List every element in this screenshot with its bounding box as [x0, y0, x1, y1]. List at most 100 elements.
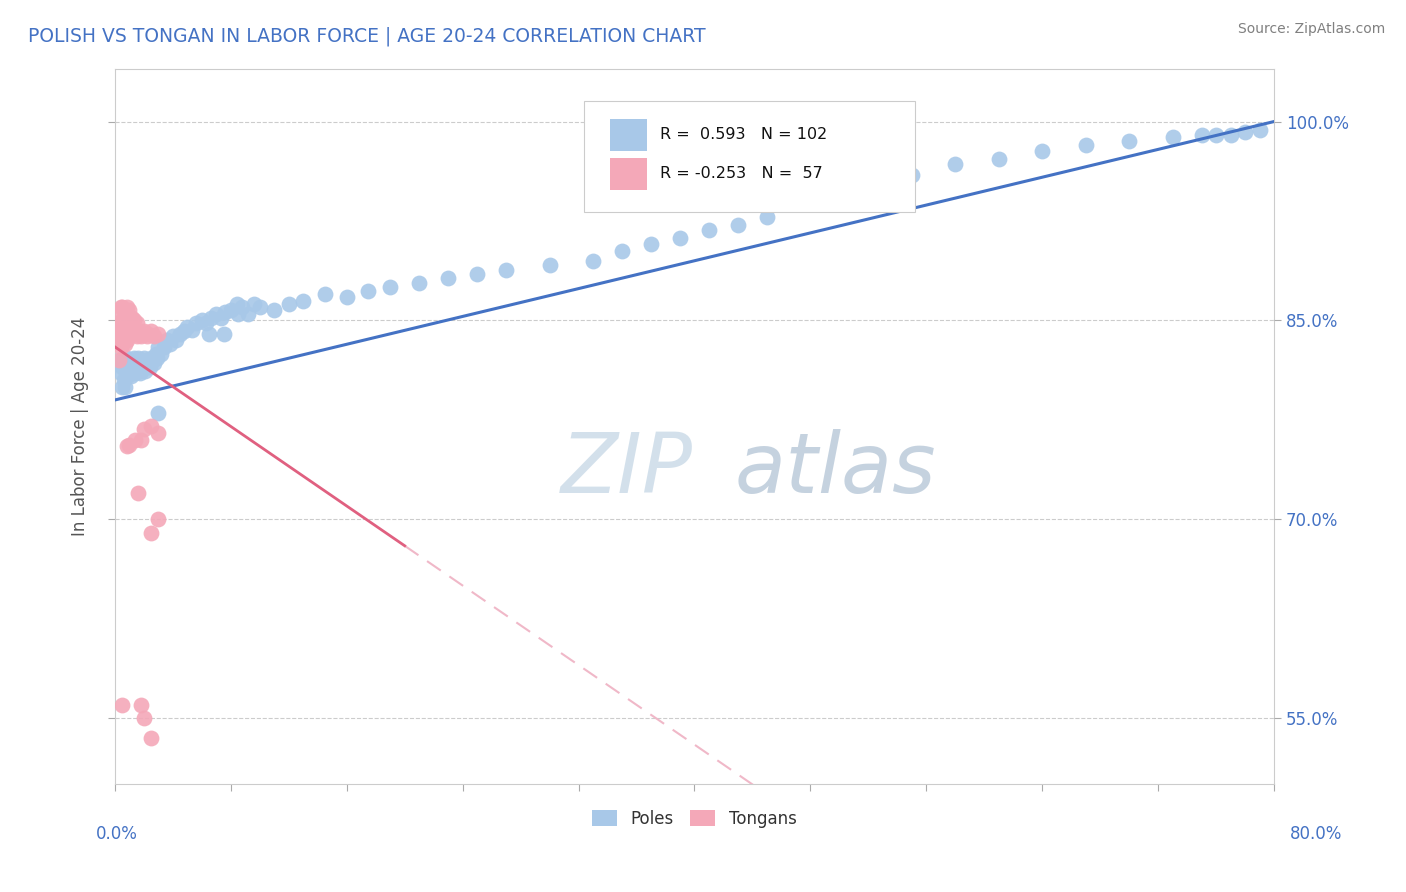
- Point: [755, 210, 778, 224]
- Point: [277, 297, 299, 311]
- Point: [357, 285, 380, 299]
- Point: [117, 367, 139, 381]
- Point: [121, 364, 143, 378]
- Point: [108, 353, 131, 368]
- Point: [124, 324, 146, 338]
- Point: [243, 297, 266, 311]
- FancyBboxPatch shape: [610, 158, 647, 190]
- Point: [125, 329, 148, 343]
- Point: [128, 324, 150, 338]
- Point: [117, 359, 139, 374]
- Point: [115, 351, 138, 365]
- Point: [125, 316, 148, 330]
- Point: [118, 353, 141, 368]
- Point: [136, 326, 159, 341]
- Point: [127, 485, 149, 500]
- Point: [108, 326, 131, 341]
- Point: [111, 359, 134, 374]
- Point: [129, 329, 152, 343]
- Point: [1031, 144, 1053, 158]
- Point: [1074, 138, 1097, 153]
- Point: [131, 353, 153, 368]
- Text: 0.0%: 0.0%: [96, 825, 138, 843]
- Point: [107, 333, 129, 347]
- Point: [148, 326, 170, 341]
- Point: [141, 351, 163, 365]
- Point: [1118, 135, 1140, 149]
- Point: [129, 433, 152, 447]
- Point: [110, 367, 132, 381]
- Point: [118, 364, 141, 378]
- Point: [538, 258, 561, 272]
- Point: [131, 326, 153, 341]
- Point: [198, 326, 221, 341]
- Point: [195, 316, 218, 330]
- Point: [135, 353, 157, 368]
- Point: [112, 316, 135, 330]
- Point: [120, 369, 142, 384]
- Point: [176, 320, 198, 334]
- Point: [114, 320, 136, 334]
- Point: [110, 320, 132, 334]
- Point: [156, 333, 179, 347]
- Point: [162, 329, 184, 343]
- Point: [115, 316, 138, 330]
- Point: [127, 351, 149, 365]
- Point: [107, 320, 129, 334]
- Point: [121, 310, 143, 325]
- Text: ZIP: ZIP: [561, 429, 693, 510]
- Point: [184, 316, 207, 330]
- Point: [132, 359, 155, 374]
- Point: [108, 307, 131, 321]
- Point: [117, 310, 139, 325]
- Point: [219, 302, 242, 317]
- Point: [120, 324, 142, 338]
- Point: [122, 359, 145, 374]
- Point: [132, 351, 155, 365]
- Point: [437, 271, 460, 285]
- Point: [142, 353, 165, 368]
- Point: [141, 419, 163, 434]
- Point: [238, 307, 260, 321]
- Point: [148, 512, 170, 526]
- Point: [148, 426, 170, 441]
- Point: [640, 236, 662, 251]
- Point: [1234, 125, 1257, 139]
- Point: [148, 406, 170, 420]
- Point: [122, 351, 145, 365]
- Point: [169, 326, 191, 341]
- Point: [226, 307, 249, 321]
- Text: atlas: atlas: [735, 429, 936, 510]
- Point: [132, 324, 155, 338]
- Point: [408, 277, 430, 291]
- Point: [153, 340, 176, 354]
- Point: [114, 380, 136, 394]
- Point: [231, 300, 253, 314]
- Point: [134, 326, 156, 341]
- Point: [263, 302, 285, 317]
- Point: [1191, 128, 1213, 142]
- Point: [292, 293, 315, 308]
- Point: [1219, 128, 1241, 142]
- Point: [141, 525, 163, 540]
- Point: [901, 168, 924, 182]
- Point: [127, 359, 149, 374]
- Point: [380, 280, 402, 294]
- Point: [1161, 130, 1184, 145]
- Point: [209, 310, 232, 325]
- FancyBboxPatch shape: [585, 101, 915, 211]
- Point: [115, 369, 138, 384]
- Point: [212, 326, 235, 341]
- Point: [112, 353, 135, 368]
- Point: [121, 326, 143, 341]
- Point: [121, 356, 143, 370]
- Point: [128, 356, 150, 370]
- Point: [117, 326, 139, 341]
- Point: [110, 340, 132, 354]
- Point: [118, 329, 141, 343]
- Y-axis label: In Labor Force | Age 20-24: In Labor Force | Age 20-24: [72, 317, 89, 536]
- Point: [582, 253, 605, 268]
- Point: [114, 356, 136, 370]
- Point: [336, 289, 359, 303]
- Point: [111, 329, 134, 343]
